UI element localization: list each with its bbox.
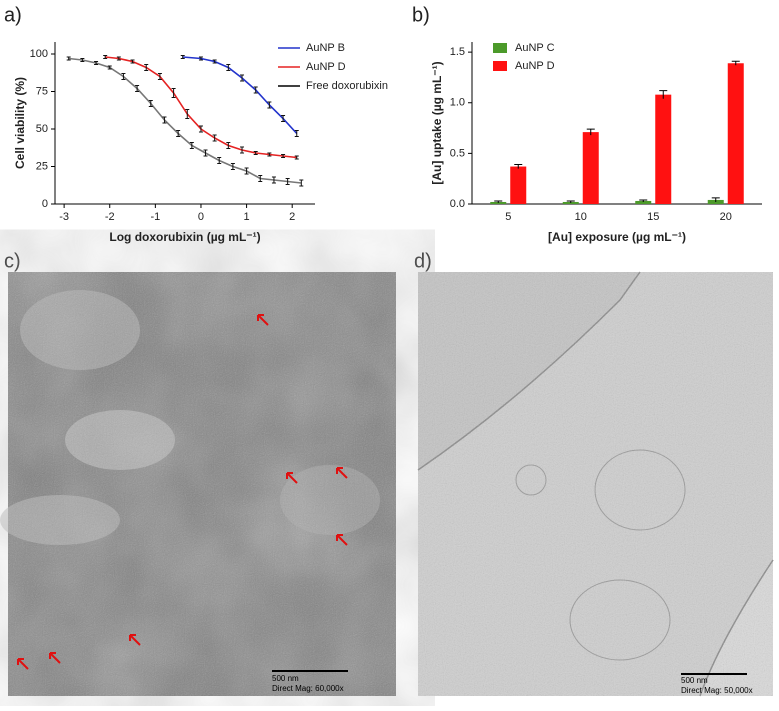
error-bar xyxy=(107,65,112,70)
error-bar xyxy=(711,197,720,202)
y-tick-label: 1.5 xyxy=(450,46,465,58)
micrograph-c: 500 nm Direct Mag: 60,000x xyxy=(0,272,396,696)
error-bar xyxy=(226,142,231,149)
error-bar xyxy=(230,163,235,170)
error-bar xyxy=(281,154,286,158)
error-bar xyxy=(281,115,286,122)
legend-label: AuNP D xyxy=(306,61,346,73)
error-bar xyxy=(253,151,258,155)
bar xyxy=(727,63,744,205)
error-bar xyxy=(294,155,299,160)
error-bar xyxy=(116,56,121,61)
x-tick-label: 10 xyxy=(575,211,587,223)
error-bar xyxy=(271,176,276,184)
error-bar xyxy=(240,74,245,82)
error-bar xyxy=(185,109,190,119)
error-bar xyxy=(240,146,245,154)
error-bar xyxy=(514,164,523,169)
bar xyxy=(582,132,599,204)
x-tick-label: 2 xyxy=(289,211,295,223)
micrograph-d: 500 nm Direct Mag: 50,000x xyxy=(417,271,774,697)
fit-line xyxy=(68,57,302,184)
y-axis-label: Cell viability (%) xyxy=(13,77,27,169)
bar xyxy=(510,166,527,204)
error-bar xyxy=(244,167,249,175)
error-bar xyxy=(494,200,503,203)
scale-bar-label: 500 nm xyxy=(681,676,708,685)
y-tick-label: 25 xyxy=(36,160,48,172)
panel-label: d) xyxy=(414,250,432,272)
y-axis-label: [Au] uptake (µg mL⁻¹) xyxy=(430,61,444,184)
error-bar xyxy=(130,59,135,64)
magnification: Direct Mag: 60,000x xyxy=(272,684,344,693)
legend-label: AuNP C xyxy=(515,42,555,54)
error-bar xyxy=(253,86,258,94)
error-bar xyxy=(586,128,595,136)
error-bar xyxy=(226,64,231,71)
error-bar xyxy=(80,58,85,62)
legend-swatch xyxy=(493,61,507,71)
error-bar xyxy=(217,157,222,164)
y-tick-label: 100 xyxy=(30,48,48,60)
error-bar xyxy=(267,152,272,157)
error-bar xyxy=(121,73,126,80)
x-tick-label: 20 xyxy=(720,211,732,223)
error-bar xyxy=(566,200,575,203)
legend-label: AuNP B xyxy=(306,42,345,54)
legend-label: Free doxorubixin xyxy=(306,80,388,92)
bar xyxy=(655,94,672,204)
error-bar xyxy=(285,178,290,185)
error-bar xyxy=(267,101,272,109)
error-bar xyxy=(144,64,149,71)
y-tick-label: 0.5 xyxy=(450,147,465,159)
error-bar xyxy=(203,149,208,157)
error-bar xyxy=(94,61,99,65)
error-bar xyxy=(162,116,167,124)
x-tick-label: 0 xyxy=(198,211,204,223)
error-bar xyxy=(294,130,299,137)
scale-bar-label: 500 nm xyxy=(272,674,299,683)
error-bar xyxy=(135,85,140,92)
error-bar xyxy=(212,134,217,142)
error-bar xyxy=(103,55,108,59)
error-bar xyxy=(176,130,181,137)
x-tick-label: 1 xyxy=(244,211,250,223)
x-axis-label: Log doxorubixin (µg mL⁻¹) xyxy=(109,230,260,244)
error-bar xyxy=(198,125,203,133)
error-bar xyxy=(258,175,263,182)
bar xyxy=(635,200,652,204)
fit-line xyxy=(182,56,298,135)
error-bar xyxy=(148,100,153,107)
x-tick-label: -2 xyxy=(105,211,115,223)
error-bar xyxy=(157,73,162,80)
x-tick-label: 15 xyxy=(647,211,659,223)
y-tick-label: 1.0 xyxy=(450,97,465,109)
error-bar xyxy=(659,90,668,99)
x-tick-label: -1 xyxy=(150,211,160,223)
error-bar xyxy=(639,199,648,202)
error-bar xyxy=(171,88,176,98)
y-tick-label: 0.0 xyxy=(450,198,465,210)
error-bar xyxy=(731,60,740,66)
y-tick-label: 0 xyxy=(42,198,48,210)
fit-line xyxy=(105,56,297,159)
error-bar xyxy=(180,55,185,59)
x-axis-label: [Au] exposure (µg mL⁻¹) xyxy=(548,230,686,244)
x-tick-label: 5 xyxy=(505,211,511,223)
error-bar xyxy=(66,56,71,61)
y-tick-label: 50 xyxy=(36,123,48,135)
magnification: Direct Mag: 50,000x xyxy=(681,686,753,695)
legend-label: AuNP D xyxy=(515,60,555,72)
y-tick-label: 75 xyxy=(36,85,48,97)
error-bar xyxy=(198,56,203,61)
error-bar xyxy=(212,59,217,64)
panel-label: a) xyxy=(4,4,22,26)
legend-swatch xyxy=(493,43,507,53)
error-bar xyxy=(189,142,194,149)
panel-label: b) xyxy=(412,4,430,26)
panel-label: c) xyxy=(4,250,21,272)
error-bar xyxy=(299,179,304,187)
x-tick-label: -3 xyxy=(59,211,69,223)
